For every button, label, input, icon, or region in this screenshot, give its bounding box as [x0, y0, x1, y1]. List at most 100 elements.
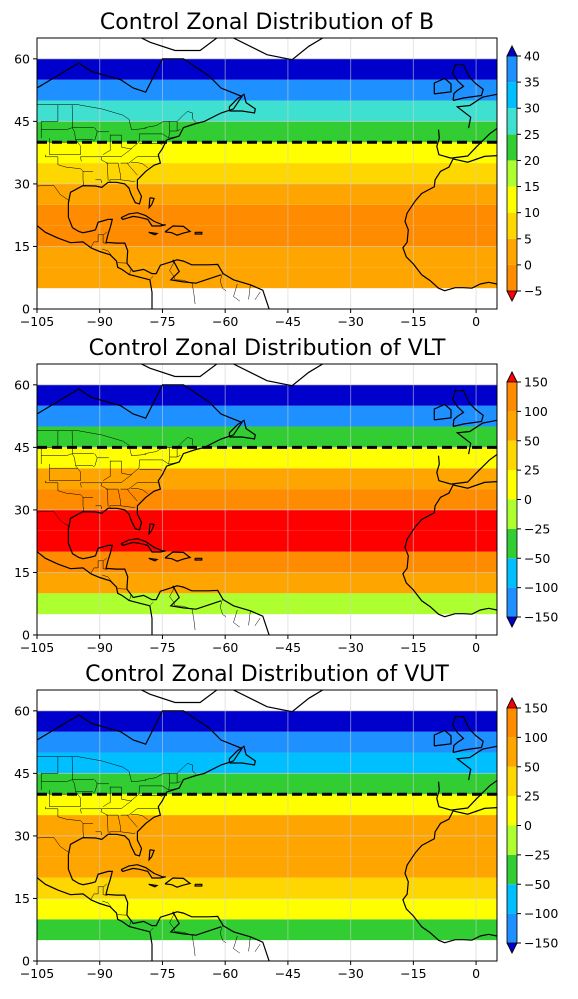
y-tick-label: 30 [14, 828, 30, 843]
panel-title: Control Zonal Distribution of VLT [89, 336, 446, 361]
y-tick-label: 30 [14, 176, 30, 191]
x-tick-label: 0 [472, 314, 480, 329]
colorbar-low-arrow [507, 943, 517, 953]
zonal-band [37, 267, 497, 288]
y-tick-label: 60 [14, 703, 30, 718]
x-tick-label: −45 [275, 966, 301, 981]
zonal-band [37, 919, 497, 940]
colorbar-segment [507, 108, 517, 134]
zonal-band [37, 711, 497, 732]
colorbar-tick-label: 0 [524, 818, 532, 833]
colorbar-segment [507, 160, 517, 186]
x-tick-label: −75 [149, 966, 175, 981]
zonal-band [37, 753, 497, 774]
colorbar-tick-label: 30 [524, 101, 540, 116]
colorbar-segment [507, 558, 517, 587]
colorbar-segment [507, 914, 517, 943]
y-tick-label: 45 [14, 766, 30, 781]
colorbar-segment [507, 239, 517, 265]
zonal-band [37, 59, 497, 80]
colorbar-segment [507, 265, 517, 291]
x-tick-label: −45 [275, 314, 301, 329]
colorbar-tick-label: 100 [524, 730, 548, 745]
zonal-band [37, 593, 497, 614]
zonal-band [37, 857, 497, 878]
zonal-band [37, 531, 497, 552]
colorbar-segment [507, 411, 517, 440]
x-tick-label: −45 [275, 640, 301, 655]
colorbar-segment [507, 884, 517, 913]
colorbar-segment [507, 708, 517, 737]
colorbar-tick-label: −25 [524, 521, 550, 536]
zonal-band [37, 406, 497, 427]
x-tick-label: −90 [87, 966, 113, 981]
panel-title: Control Zonal Distribution of VUT [85, 662, 449, 687]
colorbar-high-arrow [507, 372, 517, 382]
y-tick-label: 30 [14, 502, 30, 517]
x-tick-label: −15 [400, 314, 426, 329]
zonal-band [37, 489, 497, 510]
colorbar-segment [507, 134, 517, 160]
colorbar-tick-label: −50 [524, 551, 550, 566]
panel-title: Control Zonal Distribution of B [100, 10, 434, 35]
colorbar-high-arrow [507, 46, 517, 56]
colorbar-tick-label: 150 [524, 701, 548, 716]
x-tick-label: −30 [337, 640, 363, 655]
zonal-band [37, 427, 497, 448]
colorbar-tick-label: 0 [524, 257, 532, 272]
colorbar-segment [507, 213, 517, 239]
colorbar-segment [507, 187, 517, 213]
colorbar-tick-label: 25 [524, 127, 540, 142]
colorbar-tick-label: 150 [524, 375, 548, 390]
colorbar-tick-label: 35 [524, 75, 540, 90]
y-tick-label: 0 [22, 302, 30, 317]
colorbar-segment [507, 796, 517, 825]
panel-vut: Control Zonal Distribution of VUT−105−90… [14, 636, 558, 981]
colorbar-tick-label: −100 [524, 906, 558, 921]
colorbar-segment [507, 441, 517, 470]
x-tick-label: −15 [400, 966, 426, 981]
x-tick-label: −30 [337, 966, 363, 981]
zonal-band [37, 836, 497, 857]
colorbar-segment [507, 500, 517, 529]
colorbar-tick-label: −100 [524, 580, 558, 595]
zonal-band [37, 815, 497, 836]
y-tick-label: 0 [22, 954, 30, 969]
colorbar-low-arrow [507, 291, 517, 301]
colorbar-tick-label: 20 [524, 153, 540, 168]
colorbar-tick-label: 40 [524, 49, 540, 64]
panel-b: Control Zonal Distribution of B−105−90−7… [14, 0, 542, 329]
x-tick-label: −30 [337, 314, 363, 329]
x-tick-label: 0 [472, 640, 480, 655]
x-tick-label: −60 [212, 966, 238, 981]
y-tick-label: 15 [14, 565, 30, 580]
colorbar-tick-label: −50 [524, 877, 550, 892]
x-tick-label: −90 [87, 314, 113, 329]
colorbar-segment [507, 56, 517, 82]
colorbar-high-arrow [507, 698, 517, 708]
colorbar-segment [507, 470, 517, 499]
colorbar-segment [507, 588, 517, 617]
y-tick-label: 15 [14, 891, 30, 906]
colorbar-segment [507, 767, 517, 796]
x-tick-label: −90 [87, 640, 113, 655]
colorbar-segment [507, 826, 517, 855]
colorbar-tick-label: 0 [524, 492, 532, 507]
y-tick-label: 45 [14, 114, 30, 129]
colorbar-tick-label: −5 [524, 284, 542, 299]
zonal-band [37, 163, 497, 184]
zonal-band [37, 184, 497, 205]
x-tick-label: −15 [400, 640, 426, 655]
colorbar-segment [507, 382, 517, 411]
colorbar-segment [507, 737, 517, 766]
y-tick-label: 15 [14, 239, 30, 254]
y-tick-label: 60 [14, 377, 30, 392]
zonal-band [37, 732, 497, 753]
colorbar-tick-label: −150 [524, 610, 558, 625]
colorbar-tick-label: 10 [524, 205, 540, 220]
zonal-band [37, 572, 497, 593]
